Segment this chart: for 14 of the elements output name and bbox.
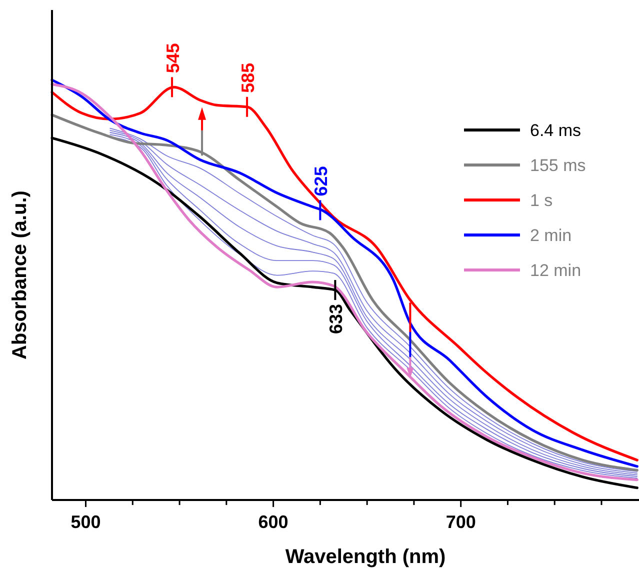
x-tick-label: 700 <box>446 512 476 532</box>
y-axis-title: Absorbance (a.u.) <box>9 190 31 360</box>
legend-label: 155 ms <box>530 156 586 175</box>
annotation: 545 <box>163 43 184 74</box>
legend-label: 1 s <box>530 191 553 210</box>
annotation: 585 <box>238 62 258 93</box>
legend-label: 2 min <box>530 226 572 245</box>
legend-label: 6.4 ms <box>530 121 582 140</box>
annotation: 633 <box>326 304 346 334</box>
legend-label: 12 min <box>530 261 582 280</box>
x-tick-label: 600 <box>258 512 288 532</box>
x-tick-label: 500 <box>70 512 101 532</box>
x-axis-title: Wavelength (nm) <box>285 546 446 568</box>
annotation: 625 <box>311 166 332 196</box>
